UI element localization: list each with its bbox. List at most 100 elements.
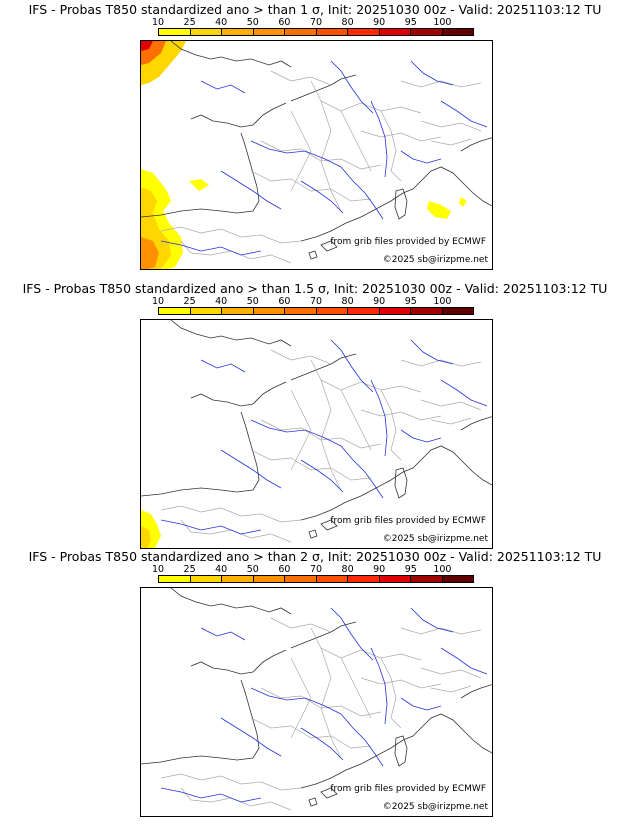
colorbar-segment [285, 576, 317, 582]
coastline-biscay [141, 411, 260, 497]
colorbar-tick-label: 50 [246, 296, 259, 307]
colorbar-tick-label: 100 [433, 296, 452, 307]
source-credit: from grib files provided by ECMWF [330, 516, 486, 526]
coastline-mediterranean [300, 188, 414, 242]
probability-blob-west-core [141, 237, 159, 269]
colorbar-tick-label: 90 [373, 296, 386, 307]
colorbar-tick-label: 10 [151, 564, 165, 575]
colorbar-segment [348, 576, 380, 582]
colorbar-tick-label: 60 [278, 296, 291, 307]
colorbar-tick-label: 40 [215, 296, 228, 307]
map-panel-2: IFS - Probas T850 standardized ano > tha… [0, 279, 630, 549]
colorbar-tick-label: 95 [404, 17, 417, 28]
colorbar-tick-label: 95 [404, 296, 417, 307]
coastline-balearic [308, 519, 338, 539]
probability-blob-west-mid [141, 526, 151, 548]
colorbar-tick-label: 95 [404, 564, 417, 575]
colorbar-tick-label: 25 [183, 296, 196, 307]
map-svg [141, 41, 492, 269]
probability-blob-northwest-max [141, 41, 153, 51]
colorbar-ticks: 10 25 40 50 60 70 80 90 95 100 [152, 296, 476, 308]
rivers [160, 60, 488, 256]
probability-blob-italy [427, 201, 451, 219]
colorbar-tick-label: 10 [151, 17, 165, 28]
colorbar-tick-label: 70 [309, 296, 323, 307]
colorbar-segment [159, 576, 191, 582]
colorbar-tick-label: 90 [373, 17, 386, 28]
coastline-adriatic [460, 137, 492, 152]
colorbar-segment [190, 576, 222, 582]
map-svg [141, 588, 492, 811]
colorbar-tick-label: 50 [246, 17, 259, 28]
colorbar-tick-label: 40 [215, 564, 228, 575]
rivers [160, 607, 488, 803]
coastline-corsica [394, 188, 408, 220]
coastline-balearic [308, 787, 338, 807]
colorbar-segment [159, 29, 191, 35]
coastline-balearic [308, 240, 338, 260]
coastline-adriatic [460, 684, 492, 699]
colorbar-segment [379, 29, 411, 35]
colorbar-segment [379, 576, 411, 582]
admin-borders [160, 349, 482, 543]
coastline-corsica [394, 735, 408, 767]
source-credit: from grib files provided by ECMWF [330, 237, 486, 247]
colorbar-segment [222, 308, 254, 314]
colorbar-segment [442, 576, 473, 582]
colorbar-segment [159, 308, 191, 314]
coastline-italy [412, 713, 492, 754]
coastline-biscay [141, 679, 260, 765]
copyright-credit: ©2025 sb@irizpme.net [382, 802, 488, 812]
colorbar-segment [348, 308, 380, 314]
coastline-brittany [190, 649, 287, 675]
panel-title: IFS - Probas T850 standardized ano > tha… [22, 281, 608, 296]
colorbar-tick-label: 80 [341, 17, 354, 28]
colorbar-segment [316, 576, 348, 582]
coastline-brittany [190, 102, 287, 128]
coastline-adriatic [460, 416, 492, 431]
colorbar-segment [316, 29, 348, 35]
coastline-brittany [190, 381, 287, 407]
colorbar-segment [348, 29, 380, 35]
colorbar-tick-label: 25 [183, 564, 196, 575]
probability-blob-italy-small [459, 197, 467, 207]
colorbar [158, 575, 474, 583]
colorbar-segment [411, 29, 443, 35]
colorbar-ticks: 10 25 40 50 60 70 80 90 95 100 [152, 17, 476, 29]
colorbar-tick-label: 40 [215, 17, 228, 28]
map-area: from grib files provided by ECMWF ©2025 … [140, 40, 493, 270]
colorbar-tick-label: 80 [341, 296, 354, 307]
admin-borders [160, 617, 482, 811]
probability-blob-bay [189, 179, 209, 191]
map-area: from grib files provided by ECMWF ©2025 … [140, 587, 493, 817]
colorbar-segment [253, 308, 285, 314]
copyright-credit: ©2025 sb@irizpme.net [382, 534, 488, 544]
source-credit: from grib files provided by ECMWF [330, 784, 486, 794]
coastline-france-north [290, 621, 357, 649]
colorbar-tick-label: 100 [433, 564, 452, 575]
colorbar-segment [411, 576, 443, 582]
colorbar-tick-label: 60 [278, 17, 291, 28]
colorbar-segment [442, 29, 473, 35]
colorbar-tick-label: 50 [246, 564, 259, 575]
coastline-france-north [290, 74, 357, 102]
colorbar [158, 28, 474, 36]
colorbar-segment [253, 576, 285, 582]
copyright-credit: ©2025 sb@irizpme.net [382, 255, 488, 265]
map-area: from grib files provided by ECMWF ©2025 … [140, 319, 493, 549]
map-panel-3: IFS - Probas T850 standardized ano > tha… [0, 547, 630, 817]
map-panel-1: IFS - Probas T850 standardized ano > tha… [0, 0, 630, 270]
coastline-biscay [141, 132, 260, 218]
coastline-uk [170, 320, 292, 347]
colorbar-segment [285, 29, 317, 35]
coastline-france-north [290, 353, 357, 381]
colorbar-segment [316, 308, 348, 314]
rivers [160, 339, 488, 535]
coastline-mediterranean [300, 467, 414, 521]
colorbar-segment [411, 308, 443, 314]
colorbar-tick-label: 80 [341, 564, 354, 575]
admin-borders [160, 70, 482, 264]
colorbar-tick-label: 60 [278, 564, 291, 575]
panel-title: IFS - Probas T850 standardized ano > tha… [28, 549, 602, 564]
colorbar-ticks: 10 25 40 50 60 70 80 90 95 100 [152, 564, 476, 576]
